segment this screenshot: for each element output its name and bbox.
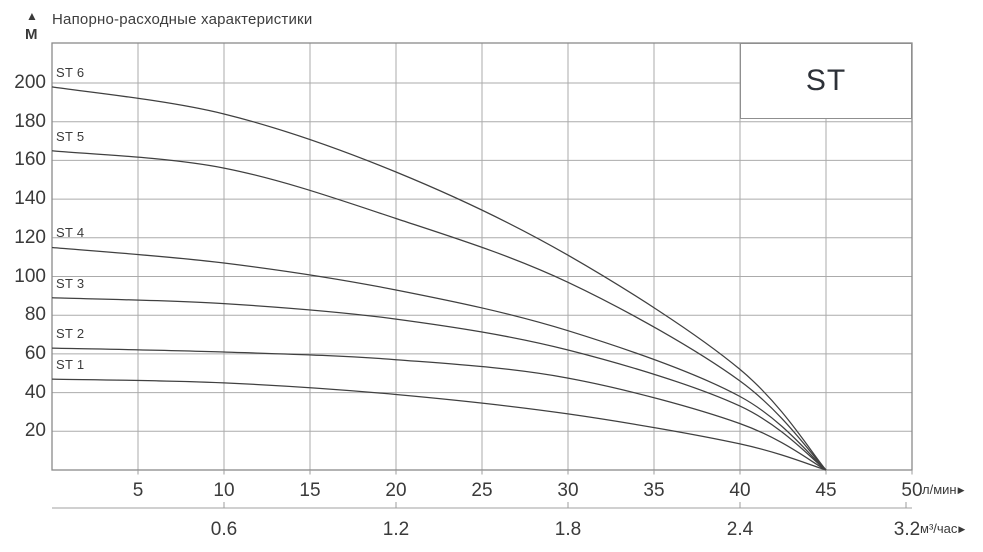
chart-title: Напорно-расходные характеристики (52, 11, 313, 28)
y-tick-label: 40 (24, 381, 46, 403)
x-axis-unit-text: л/мин (922, 482, 957, 497)
y-axis-up-arrow-icon: ▲ (26, 9, 38, 23)
x-tick-label: 15 (299, 480, 321, 501)
x-axis-unit-label: л/мин▶ (922, 482, 965, 498)
curve-st-1 (51, 378, 827, 471)
curve-st-6 (51, 86, 827, 471)
x-tick-label: 40 (729, 480, 751, 501)
curve-label-st-5: ST 5 (56, 128, 85, 144)
x-axis-arrow-icon: ▶ (957, 485, 965, 495)
x-tick-label: 20 (385, 480, 407, 501)
x-tick-label: 50 (901, 480, 923, 501)
curve-st-3 (51, 297, 827, 471)
x-tick-label: 30 (557, 480, 579, 501)
y-tick-label: 200 (14, 72, 46, 93)
x2-tick-label: 2.4 (726, 519, 754, 540)
curve-label-st-3: ST 3 (56, 275, 85, 291)
y-tick-label: 20 (24, 420, 46, 442)
x-tick-label: 35 (643, 480, 665, 501)
curve-label-st-2: ST 2 (56, 326, 85, 342)
x2-axis-unit-text: м³/час (920, 521, 958, 536)
x-tick-label: 5 (132, 480, 144, 501)
x2-axis-arrow-icon: ▶ (958, 524, 966, 534)
x2-tick-label: 1.8 (554, 519, 582, 540)
curve-label-st-1: ST 1 (56, 357, 85, 373)
series-family-label: ST (805, 64, 847, 97)
curve-label-st-4: ST 4 (56, 225, 85, 241)
y-tick-label: 140 (14, 188, 46, 210)
x2-tick-label: 1.2 (382, 519, 410, 540)
y-axis-unit-label: М (25, 26, 38, 43)
curve-label-st-6: ST 6 (56, 64, 85, 80)
y-tick-label: 120 (14, 226, 46, 248)
y-tick-label: 60 (24, 342, 46, 364)
y-tick-label: 180 (14, 110, 46, 132)
x-tick-label: 25 (471, 480, 493, 501)
x-tick-label: 45 (815, 480, 837, 501)
curve-st-5 (51, 150, 827, 471)
y-tick-label: 100 (14, 265, 46, 287)
series-family-box: ST (740, 43, 912, 119)
y-tick-label: 80 (24, 304, 46, 326)
curve-st-4 (51, 246, 827, 471)
x2-tick-label: 3.2 (893, 519, 921, 540)
x2-tick-label: 0.6 (210, 519, 238, 540)
x2-axis-unit-label: м³/час▶ (920, 521, 965, 537)
y-tick-label: 160 (14, 149, 46, 171)
x-tick-label: 10 (213, 480, 235, 501)
curve-st-2 (51, 347, 827, 471)
